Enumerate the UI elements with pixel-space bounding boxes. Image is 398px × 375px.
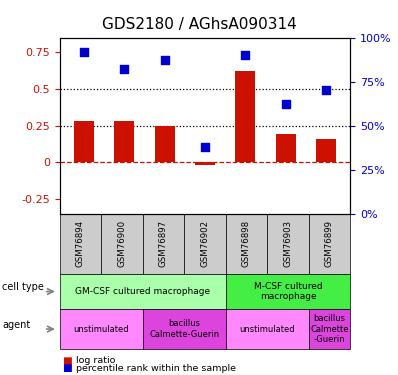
Text: GSM76894: GSM76894: [76, 220, 85, 267]
Bar: [226, 274, 350, 309]
Bar: [114, 121, 135, 162]
Text: GSM76900: GSM76900: [117, 220, 127, 267]
Text: percentile rank within the sample: percentile rank within the sample: [76, 364, 236, 373]
Text: GSM76897: GSM76897: [159, 220, 168, 267]
Text: unstimulated: unstimulated: [240, 324, 295, 334]
Bar: [143, 309, 226, 349]
Bar: [184, 214, 226, 274]
Bar: [154, 126, 175, 162]
Text: GSM76898: GSM76898: [242, 220, 251, 267]
Bar: [267, 214, 309, 274]
Point: [202, 144, 208, 150]
Point: [242, 52, 248, 58]
Text: log ratio: log ratio: [76, 356, 115, 365]
Point: [323, 87, 329, 93]
Bar: [316, 139, 336, 162]
Text: cell type: cell type: [2, 282, 44, 292]
Text: GSM76903: GSM76903: [283, 220, 293, 267]
Text: agent: agent: [2, 320, 30, 330]
Text: GSM76902: GSM76902: [201, 220, 209, 267]
Point: [283, 102, 289, 108]
Bar: [275, 135, 296, 162]
Bar: [143, 214, 184, 274]
Bar: [309, 214, 350, 274]
Bar: [60, 214, 101, 274]
Bar: [235, 71, 256, 162]
Bar: [60, 309, 143, 349]
Text: GDS2180 / AGhsA090314: GDS2180 / AGhsA090314: [101, 17, 297, 32]
Text: unstimulated: unstimulated: [73, 324, 129, 334]
Bar: [226, 309, 309, 349]
Text: ■: ■: [62, 363, 71, 373]
Bar: [74, 121, 94, 162]
Text: bacillus
Calmette
-Guerin: bacillus Calmette -Guerin: [310, 314, 349, 344]
Point: [81, 49, 87, 55]
Text: M-CSF cultured
macrophage: M-CSF cultured macrophage: [254, 282, 322, 301]
Bar: [195, 162, 215, 165]
Text: ■: ■: [62, 356, 71, 366]
Text: bacillus
Calmette-Guerin: bacillus Calmette-Guerin: [149, 320, 219, 339]
Bar: [101, 214, 143, 274]
Point: [162, 57, 168, 63]
Text: GSM76899: GSM76899: [325, 220, 334, 267]
Bar: [309, 309, 350, 349]
Bar: [60, 274, 226, 309]
Text: GM-CSF cultured macrophage: GM-CSF cultured macrophage: [75, 287, 210, 296]
Bar: [226, 214, 267, 274]
Point: [121, 66, 127, 72]
